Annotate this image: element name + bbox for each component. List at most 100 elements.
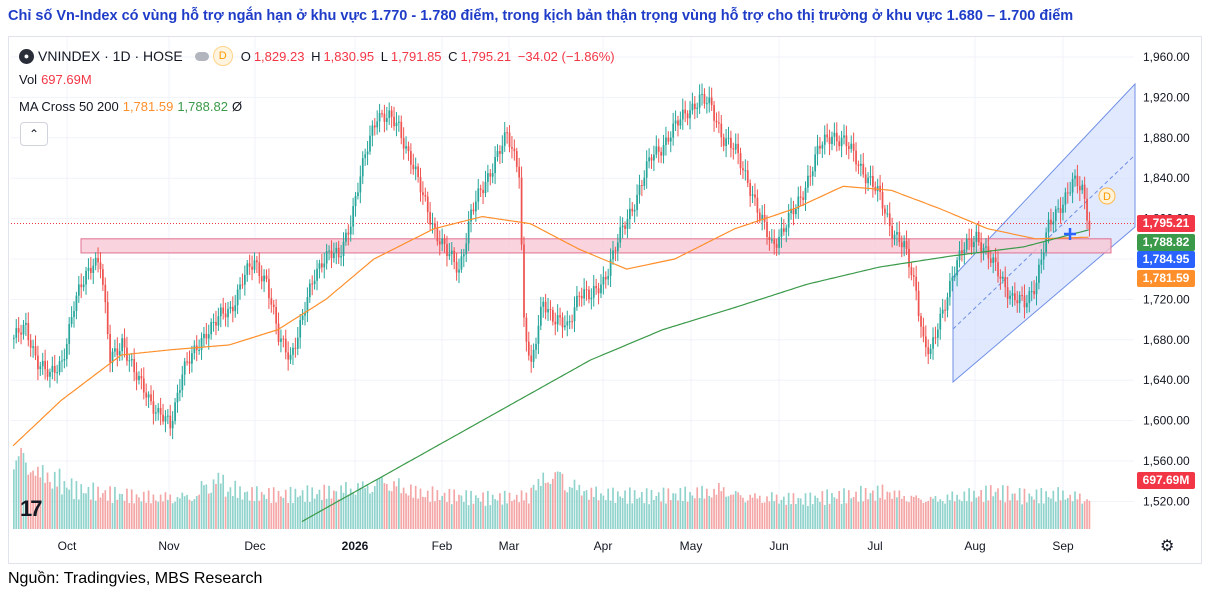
candle-body (364, 154, 367, 159)
volume-bar (518, 502, 520, 529)
candle-body (53, 365, 56, 373)
volume-bar (455, 501, 458, 529)
volume-bar (438, 500, 441, 529)
price-tag-label: 1,788.82 (1143, 235, 1190, 249)
vol-label: Vol (19, 72, 38, 87)
candle-body (1042, 252, 1045, 260)
candle-body (198, 349, 201, 351)
volume-bar (224, 496, 227, 529)
volume-bar (929, 496, 932, 529)
volume-bar (275, 502, 277, 529)
candle-body (946, 297, 949, 311)
volume-bar (234, 480, 237, 529)
candle-body (378, 113, 381, 122)
volume-bar (734, 490, 737, 529)
candle-body (770, 239, 773, 241)
volume-bar (624, 490, 626, 529)
volume-bar (566, 492, 569, 529)
volume-bar (633, 490, 636, 529)
candle-body (814, 154, 817, 172)
candle-body (210, 322, 213, 335)
volume-bar (207, 493, 210, 529)
toggle-icon[interactable] (194, 51, 209, 61)
candle-body (1038, 264, 1040, 283)
candle-body (537, 325, 540, 344)
volume-bar (886, 491, 889, 529)
volume-bar (802, 504, 804, 529)
candle-body (231, 306, 234, 312)
volume-bar (289, 486, 292, 529)
volume-bar (1083, 501, 1086, 529)
ma50-line (12, 185, 1089, 447)
volume-bar (653, 499, 655, 529)
volume-bar (520, 490, 523, 529)
volume-bar (732, 494, 735, 529)
candle-body (330, 250, 333, 259)
volume-bar (730, 494, 732, 529)
volume-bar (804, 493, 807, 529)
candle-body (908, 248, 910, 268)
volume-bar (46, 472, 49, 529)
candle-body (677, 120, 679, 126)
symbol-label[interactable]: VNINDEX · 1D · HOSE (38, 48, 183, 64)
candle-body (734, 143, 737, 150)
candle-body (499, 151, 501, 154)
volume-bar (643, 503, 646, 529)
volume-bar (898, 490, 901, 529)
chart-frame[interactable]: 1,960.001,920.001,880.001,840.001,800.00… (8, 36, 1202, 564)
candle-body (239, 284, 241, 290)
candle-body (826, 134, 829, 138)
candle-body (927, 347, 930, 355)
volume-bar (956, 494, 958, 529)
candle-body (884, 208, 886, 214)
candle-body (809, 175, 812, 177)
volume-bar (328, 485, 330, 529)
volume-bar (792, 493, 795, 529)
volume-bar (212, 479, 215, 529)
volume-bar (718, 483, 720, 529)
volume-bar (489, 505, 492, 529)
price-chart[interactable]: 1,960.001,920.001,880.001,840.001,800.00… (9, 37, 1201, 563)
candle-body (621, 225, 624, 228)
candle-body (689, 110, 691, 119)
candle-body (710, 97, 713, 106)
candle-body (917, 290, 920, 317)
candle-body (289, 354, 292, 360)
volume-bar (583, 491, 585, 529)
volume-bar (758, 495, 761, 529)
candle-body (407, 146, 410, 152)
candle-body (970, 239, 973, 248)
volume-bar (641, 492, 643, 529)
volume-bar (496, 500, 499, 529)
volume-bar (1062, 490, 1064, 529)
volume-bar (903, 496, 905, 529)
settings-gear-icon[interactable]: ⚙ (1160, 538, 1175, 555)
data-badge[interactable]: D (212, 46, 233, 66)
candle-body (508, 132, 511, 148)
volume-bar (280, 496, 282, 529)
collapse-legend-button[interactable]: ⌃ (20, 122, 48, 146)
candle-body (429, 212, 432, 225)
ohlc-values: O 1,829.23 H 1,830.95 L 1,791.85 C 1,795.21 … (240, 48, 615, 64)
candle-body (515, 151, 518, 167)
candle-body (87, 267, 90, 271)
candle-body (910, 267, 913, 276)
candle-body (347, 232, 350, 235)
volume-bar (607, 488, 610, 529)
candle-body (1014, 293, 1016, 301)
candle-body (578, 295, 581, 297)
volume-bar (188, 499, 191, 529)
volume-bar (335, 491, 338, 529)
candle-body (609, 259, 612, 276)
candle-body (549, 309, 552, 311)
volume-bar (588, 499, 590, 529)
candle-body (25, 322, 27, 325)
volume-bar (364, 488, 366, 529)
volume-bar (248, 500, 251, 529)
volume-bar (1076, 499, 1079, 529)
volume-bar (70, 478, 73, 529)
volume-bar (318, 489, 321, 529)
volume-bar (388, 490, 391, 529)
volume-bar (742, 497, 744, 529)
volume-bar (838, 490, 841, 529)
